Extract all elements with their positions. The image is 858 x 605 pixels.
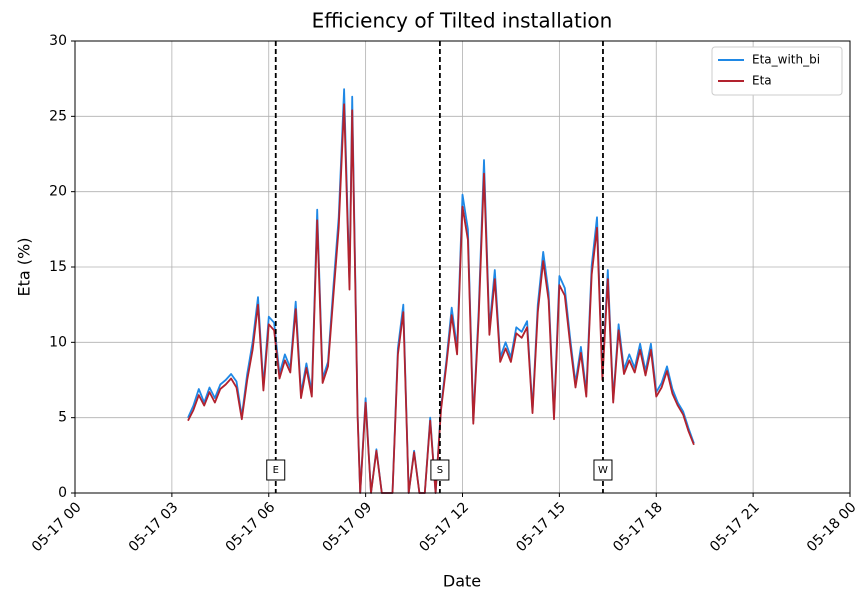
annotation-label: E xyxy=(273,465,279,476)
legend-label: Eta xyxy=(752,74,772,88)
series-line xyxy=(187,103,695,494)
y-tick-label: 25 xyxy=(49,108,67,124)
series-line xyxy=(187,88,695,494)
y-axis-label: Eta (%) xyxy=(15,238,34,297)
x-axis-label: Date xyxy=(443,572,481,591)
legend-box xyxy=(711,46,843,96)
x-tick-label: 05-17 03 xyxy=(126,499,182,555)
plot-frame xyxy=(74,40,851,494)
x-tick-label: 05-17 00 xyxy=(29,499,85,555)
legend-label: Eta_with_bi xyxy=(752,53,820,67)
y-tick-label: 15 xyxy=(49,259,67,275)
annotation-label: W xyxy=(598,465,608,476)
annotation-box xyxy=(266,459,286,481)
y-tick-label: 5 xyxy=(58,410,67,426)
x-tick-label: 05-17 12 xyxy=(416,499,472,555)
annotation-box xyxy=(593,459,613,481)
y-tick-label: 30 xyxy=(49,33,67,49)
x-tick-label: 05-17 06 xyxy=(223,499,279,555)
annotation-label: S xyxy=(437,465,443,476)
x-tick-label: 05-17 15 xyxy=(513,499,569,555)
x-tick-label: 05-17 21 xyxy=(707,499,763,555)
x-tick-label: 05-18 00 xyxy=(804,499,858,555)
chart-title: Efficiency of Tilted installation xyxy=(312,9,613,33)
y-tick-label: 0 xyxy=(58,485,67,501)
annotation-box xyxy=(430,459,450,481)
x-tick-label: 05-17 18 xyxy=(610,499,666,555)
x-tick-label: 05-17 09 xyxy=(319,499,375,555)
y-tick-label: 20 xyxy=(49,184,67,200)
y-tick-label: 10 xyxy=(49,334,67,350)
